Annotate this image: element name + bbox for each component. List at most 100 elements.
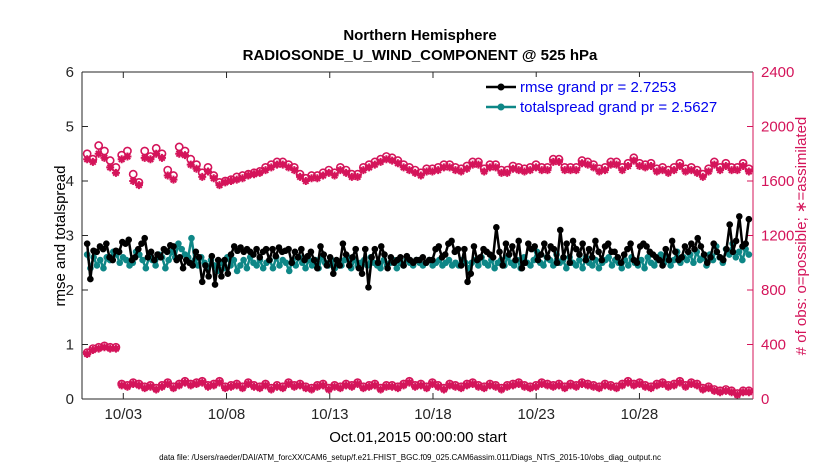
assimilated-obs-marker — [687, 380, 696, 389]
assimilated-obs-marker — [290, 166, 299, 175]
y-tick-label-right: 1600 — [761, 173, 794, 190]
assimilated-obs-marker — [198, 172, 207, 181]
assimilated-obs-marker — [347, 172, 356, 181]
assimilated-obs-marker — [273, 382, 282, 391]
assimilated-obs-marker — [238, 174, 247, 183]
totalspread-point — [572, 262, 580, 269]
assimilated-obs-marker — [393, 384, 402, 393]
assimilated-obs-marker — [330, 171, 339, 180]
y-axis-right-label: # of obs: o=possible; ∗=assimilated — [793, 117, 810, 356]
rmse-point — [544, 253, 551, 261]
assimilated-obs-marker — [94, 149, 103, 158]
assimilated-obs-marker — [376, 385, 385, 394]
assimilated-obs-marker — [411, 382, 420, 391]
rmse-point — [563, 240, 570, 247]
y-tick-label-left: 2 — [66, 282, 74, 299]
assimilated-obs-marker — [514, 166, 523, 175]
assimilated-obs-marker — [554, 157, 563, 166]
rmse-point — [224, 270, 232, 277]
assimilated-obs-marker — [388, 382, 397, 391]
assimilated-obs-marker — [232, 381, 241, 390]
assimilated-obs-marker — [365, 163, 374, 172]
rmse-point — [493, 224, 500, 231]
rmse-point — [205, 273, 212, 280]
rmse-point — [499, 262, 507, 269]
totalspread-point — [589, 262, 596, 269]
y-axis-left-label: rmse and totalspread — [52, 166, 69, 307]
assimilated-obs-marker — [416, 171, 425, 180]
totalspread-point — [540, 262, 547, 269]
rmse-point — [377, 243, 385, 250]
y-tick-label-right: 0 — [761, 391, 769, 408]
assimilated-obs-marker — [192, 164, 201, 173]
assimilated-obs-marker — [491, 163, 500, 172]
totalspread-point — [644, 253, 652, 261]
rmse-point — [668, 237, 676, 245]
assimilated-obs-marker — [635, 380, 644, 389]
rmse-point — [672, 248, 679, 256]
assimilated-obs-marker — [606, 160, 615, 169]
assimilated-obs-marker — [284, 163, 293, 172]
rmse-point — [214, 256, 222, 264]
x-tick-label: 10/08 — [208, 406, 246, 423]
assimilated-obs-marker — [267, 163, 276, 172]
assimilated-obs-marker — [146, 155, 155, 164]
assimilated-obs-marker — [169, 384, 178, 393]
rmse-point — [745, 215, 753, 223]
assimilated-obs-marker — [733, 390, 742, 399]
rmse-point — [448, 237, 455, 245]
assimilated-obs-marker — [83, 155, 92, 164]
rmse-point — [624, 245, 631, 253]
assimilated-obs-marker — [307, 174, 316, 183]
assimilated-obs-marker — [439, 163, 448, 172]
assimilated-obs-marker — [681, 382, 690, 391]
assimilated-obs-marker — [457, 167, 466, 176]
rmse-point — [509, 243, 516, 250]
assimilated-obs-marker — [457, 384, 466, 393]
assimilated-obs-marker — [140, 153, 149, 162]
rmse-point — [326, 253, 334, 261]
assimilated-obs-marker — [445, 381, 454, 390]
rmse-point — [269, 245, 276, 253]
assimilated-obs-marker — [169, 175, 178, 184]
rmse-point — [397, 253, 404, 261]
rmse-point — [604, 240, 612, 247]
rmse-point — [435, 243, 443, 250]
rmse-point — [355, 264, 363, 272]
assimilated-obs-marker — [405, 378, 414, 387]
rmse-point — [163, 248, 171, 256]
rmse-point — [384, 264, 391, 272]
rmse-point — [381, 251, 388, 258]
y-tick-label-right: 800 — [761, 282, 786, 299]
rmse-point — [368, 253, 375, 261]
totalspread-point — [690, 259, 697, 267]
rmse-point — [656, 256, 663, 264]
y-tick-label-left: 4 — [66, 173, 74, 190]
assimilated-obs-marker — [267, 385, 276, 394]
y-tick-label-right: 1200 — [761, 228, 794, 245]
assimilated-obs-marker — [100, 153, 109, 162]
assimilated-obs-marker — [480, 384, 489, 393]
rmse-point — [477, 253, 484, 261]
assimilated-obs-marker — [744, 388, 753, 397]
assimilated-obs-marker — [347, 382, 356, 391]
legend-label-totalspread: totalspread grand pr = 2.5627 — [520, 99, 717, 116]
assimilated-obs-marker — [641, 163, 650, 172]
assimilated-obs-marker — [203, 382, 212, 391]
assimilated-obs-marker — [445, 163, 454, 172]
rmse-point — [643, 243, 650, 250]
rmse-point — [371, 245, 379, 253]
rmse-point — [83, 240, 91, 247]
assimilated-obs-marker — [399, 163, 408, 172]
totalspread-point — [253, 262, 260, 269]
assimilated-obs-marker — [284, 380, 293, 389]
assimilated-obs-marker — [209, 174, 218, 183]
rmse-point — [294, 253, 302, 261]
assimilated-obs-marker — [485, 163, 494, 172]
rmse-point — [323, 262, 331, 269]
rmse-point — [518, 264, 526, 272]
rmse-point — [314, 264, 321, 272]
assimilated-obs-marker — [474, 160, 483, 169]
assimilated-obs-marker — [244, 171, 253, 180]
rmse-point — [659, 262, 666, 269]
